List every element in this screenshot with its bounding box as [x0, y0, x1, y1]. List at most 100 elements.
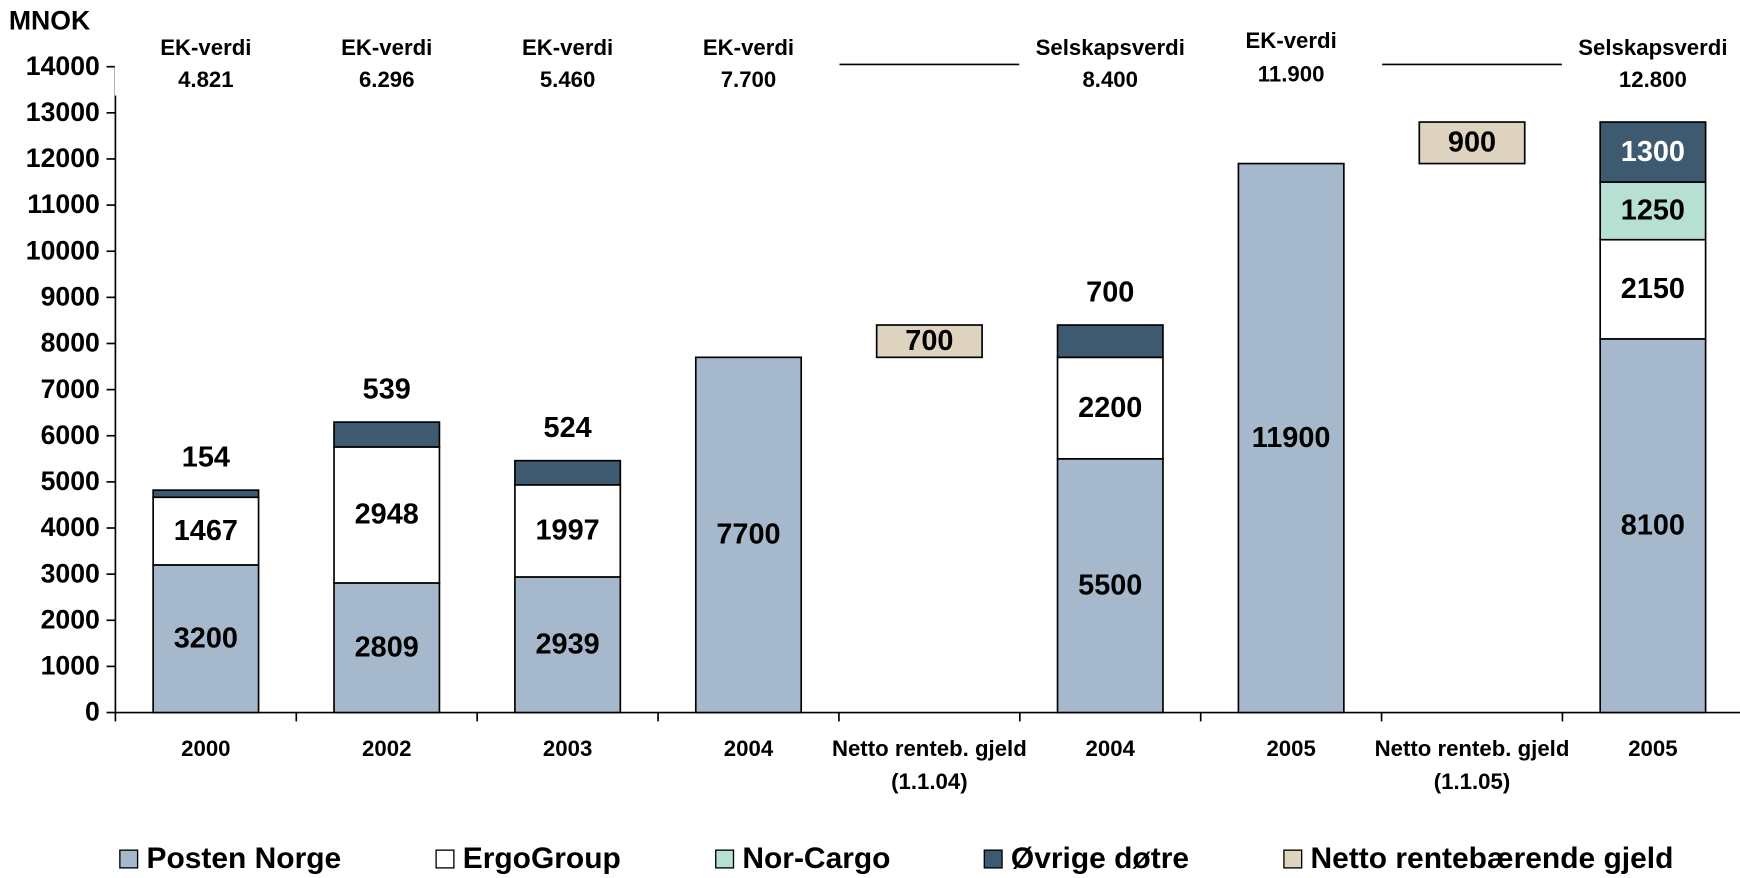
x-tick-label-box: 2005	[1266, 736, 1316, 762]
x-tick-label: 2004	[723, 736, 774, 762]
data-label: 700	[905, 325, 953, 357]
top-label-value: 5.460	[540, 67, 596, 92]
data-label: 539	[363, 374, 411, 406]
y-tick-label: 1000	[41, 651, 100, 681]
y-tick-label: 2000	[41, 604, 100, 634]
legend-label: Netto rentebærende gjeld	[1311, 842, 1674, 875]
bar-segment	[333, 446, 441, 584]
bar-segment	[1056, 457, 1164, 714]
data-label: 700	[1086, 277, 1134, 309]
data-label: 1997	[536, 515, 600, 547]
x-tick-label-box: Netto renteb. gjeld (1.1.05)	[1374, 736, 1570, 795]
x-tick-label-box: 2002	[362, 736, 412, 762]
data-label: 11900	[1252, 422, 1331, 454]
legend-swatch	[119, 849, 139, 869]
top-label-value: 7.700	[721, 67, 777, 92]
bar-segment	[1599, 338, 1707, 714]
x-tick-label: Netto renteb. gjeld (1.1.05)	[1374, 736, 1570, 795]
bar-segment	[1599, 181, 1707, 241]
x-tick-label: 2004	[1085, 736, 1135, 762]
bar-segment	[1056, 356, 1164, 460]
bar-segment	[333, 421, 441, 448]
x-tick-label: 2000	[181, 736, 231, 762]
x-tick-label-box: 2004	[1085, 736, 1135, 762]
x-tick-label: 2005	[1266, 736, 1316, 762]
top-label-value: 6.296	[359, 67, 415, 92]
top-label-value: 12.800	[1619, 67, 1687, 92]
bar-segment	[333, 582, 441, 714]
top-label-bg	[114, 33, 297, 96]
bar-segment	[152, 564, 260, 714]
data-label: 5500	[1078, 569, 1142, 601]
top-label-bg	[476, 33, 659, 96]
bar-segment	[152, 496, 260, 566]
top-label-title: EK-verdi	[160, 35, 251, 60]
top-label-title: Selskapsverdi	[1578, 35, 1727, 60]
bar-segment	[152, 489, 260, 499]
data-label: 900	[1448, 127, 1496, 159]
bar-segment	[514, 484, 622, 578]
y-tick-label: 14000	[26, 51, 100, 81]
top-label-bg	[1561, 33, 1740, 96]
top-label-title: EK-verdi	[703, 35, 794, 60]
bar-segment	[1599, 238, 1707, 340]
y-tick-label: 12000	[26, 143, 100, 173]
data-label: 524	[544, 412, 592, 444]
data-label: 2948	[355, 499, 419, 531]
legend-label: Nor-Cargo	[742, 842, 890, 875]
data-label: 8100	[1621, 509, 1685, 541]
top-label-value: 11.900	[1258, 61, 1325, 86]
x-tick-label-box: 2000	[181, 736, 231, 762]
top-label-title: EK-verdi	[1246, 28, 1337, 53]
x-tick-label: Netto renteb. gjeld (1.1.04)	[831, 736, 1027, 795]
data-label: 3200	[174, 622, 238, 654]
legend-label: Øvrige døtre	[1011, 842, 1189, 875]
x-tick-label: 2002	[362, 736, 412, 762]
top-label-bg	[1019, 33, 1202, 96]
bar-segment	[875, 324, 983, 359]
x-tick-label-box: 2003	[542, 736, 593, 762]
legend-swatch	[1283, 849, 1303, 869]
top-label-bg	[1200, 28, 1383, 92]
data-label: 7700	[716, 519, 780, 551]
y-axis-label: MNOK	[9, 5, 90, 35]
x-tick-label-box: 2005	[1628, 737, 1677, 761]
y-tick-label: 6000	[41, 420, 100, 450]
y-tick-label: 13000	[26, 97, 100, 127]
x-tick-label: 2003	[542, 736, 593, 762]
legend-label: Posten Norge	[146, 842, 341, 875]
y-tick-label: 11000	[27, 189, 100, 219]
top-label-value: 4.821	[178, 67, 234, 92]
data-label: 154	[182, 442, 230, 474]
top-label-value: 8.400	[1082, 67, 1138, 92]
y-tick-label: 7000	[41, 374, 100, 404]
data-label: 1300	[1621, 136, 1685, 168]
data-label: 1467	[174, 515, 238, 547]
y-tick-label: 9000	[41, 281, 100, 311]
top-label-title: EK-verdi	[522, 35, 613, 60]
data-label: 1250	[1621, 195, 1685, 227]
bar-segment	[694, 356, 803, 714]
top-label-bg	[657, 33, 840, 96]
data-label: 2939	[536, 628, 600, 660]
y-tick-label: 8000	[41, 328, 100, 358]
legend-swatch	[715, 849, 735, 869]
bar-segment	[514, 459, 622, 486]
x-tick-label-box: Netto renteb. gjeld (1.1.04)	[831, 736, 1027, 795]
y-tick-label: 10000	[26, 235, 100, 265]
data-label: 2200	[1078, 392, 1142, 424]
y-tick-label: 3000	[41, 558, 100, 588]
data-label: 2150	[1621, 273, 1685, 305]
bar-segment	[1056, 324, 1164, 359]
legend-label: ErgoGroup	[463, 842, 621, 875]
data-label: 2809	[355, 631, 419, 663]
y-tick-label: 0	[85, 697, 100, 727]
top-label-bg	[295, 33, 478, 96]
x-tick-label-box: 2004	[723, 736, 774, 762]
legend-swatch	[435, 849, 455, 869]
top-label-title: Selskapsverdi	[1036, 35, 1185, 60]
top-label-title: EK-verdi	[341, 35, 432, 60]
bar-segment	[1237, 162, 1345, 714]
bar-segment	[1418, 121, 1526, 165]
